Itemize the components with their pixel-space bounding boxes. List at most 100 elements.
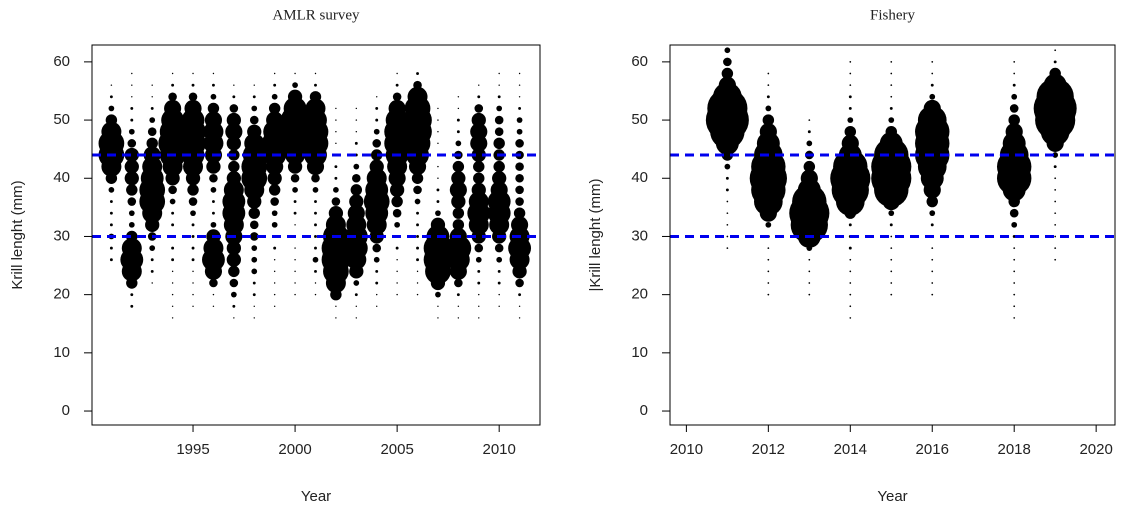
bubble xyxy=(1013,305,1016,308)
bubble xyxy=(437,119,439,121)
bubble xyxy=(726,200,729,203)
bubble xyxy=(416,235,419,238)
bubble xyxy=(808,119,811,121)
bubble xyxy=(184,99,202,118)
bubble xyxy=(191,223,195,227)
bubble xyxy=(249,220,259,230)
bubble xyxy=(350,184,363,196)
bubble xyxy=(396,293,398,296)
bubble xyxy=(849,72,852,75)
y-tick-label: 10 xyxy=(53,344,70,361)
bubble xyxy=(233,317,235,319)
bubble xyxy=(931,61,934,63)
bubble xyxy=(436,188,440,192)
bubble xyxy=(314,235,317,238)
bubble xyxy=(493,137,505,150)
bubble xyxy=(335,130,337,133)
bubble xyxy=(395,83,399,87)
bubble xyxy=(267,171,282,186)
bubble xyxy=(146,137,158,150)
bubble xyxy=(452,160,465,173)
y-tick-label: 60 xyxy=(53,53,70,70)
bubble xyxy=(766,95,770,99)
bubble xyxy=(726,223,729,226)
bubble xyxy=(207,102,220,115)
bubble xyxy=(849,305,852,308)
bubble xyxy=(511,216,529,234)
x-tick-label: 2010 xyxy=(482,441,515,458)
bubble xyxy=(474,243,484,253)
bubble xyxy=(1054,258,1057,261)
bubble xyxy=(305,98,326,119)
bubble xyxy=(212,200,215,203)
bubble xyxy=(759,123,777,141)
bubble xyxy=(930,223,934,227)
bubble xyxy=(294,282,296,284)
bubble xyxy=(515,278,524,288)
bubble xyxy=(249,115,259,125)
bubble xyxy=(394,221,400,228)
bubble xyxy=(1054,247,1057,249)
bubble xyxy=(334,165,338,169)
bubble xyxy=(414,198,421,205)
y-tick-label: 20 xyxy=(53,286,70,303)
bubble xyxy=(373,128,380,135)
bubble xyxy=(1013,61,1016,63)
bubble xyxy=(477,281,481,285)
bubble xyxy=(294,259,296,261)
bubble xyxy=(1013,247,1016,249)
bubble xyxy=(355,130,358,133)
bubble xyxy=(376,305,378,308)
bubble xyxy=(848,106,852,110)
bubble xyxy=(292,82,298,89)
bubble xyxy=(1054,177,1057,180)
bubble xyxy=(494,243,504,253)
bubble xyxy=(127,139,137,148)
bubble xyxy=(311,173,320,183)
x-tick-label: 2018 xyxy=(998,441,1031,458)
bubble xyxy=(147,127,157,136)
bubble xyxy=(325,214,346,235)
bubble xyxy=(126,230,138,243)
bubble xyxy=(150,107,154,110)
bubble xyxy=(437,305,439,308)
bubble xyxy=(252,293,256,297)
bubble xyxy=(929,210,936,217)
bubble xyxy=(416,293,419,296)
bubble xyxy=(108,187,115,193)
y-tick-label: 60 xyxy=(631,53,648,70)
bubble xyxy=(767,282,770,284)
bubble xyxy=(492,171,507,186)
bubble xyxy=(314,282,317,284)
bubble xyxy=(253,305,255,308)
bubble xyxy=(171,258,175,262)
bubble xyxy=(355,107,358,110)
bubble xyxy=(273,270,276,273)
bubble xyxy=(1043,73,1067,97)
bubble xyxy=(516,117,523,123)
y-tick-label: 20 xyxy=(631,286,648,303)
bubble xyxy=(396,259,398,261)
chart-title: Fishery xyxy=(870,7,916,23)
bubble xyxy=(209,278,218,288)
bubble xyxy=(396,72,398,75)
bubble xyxy=(930,83,934,87)
bubble xyxy=(171,83,175,87)
bubble xyxy=(767,84,770,87)
bubble xyxy=(192,282,194,284)
bubble xyxy=(252,281,256,285)
bubble xyxy=(498,72,500,75)
bubble xyxy=(931,293,934,296)
bubble xyxy=(210,93,217,100)
bubble xyxy=(890,61,893,63)
bubble xyxy=(334,176,338,180)
bubble xyxy=(436,200,440,203)
bubble xyxy=(1013,317,1016,319)
bubble xyxy=(724,163,731,170)
bubble xyxy=(293,211,297,215)
bubble xyxy=(849,258,852,261)
bubble xyxy=(232,95,236,99)
bubble xyxy=(101,121,122,142)
bubble xyxy=(890,258,893,261)
bubble xyxy=(353,163,360,170)
